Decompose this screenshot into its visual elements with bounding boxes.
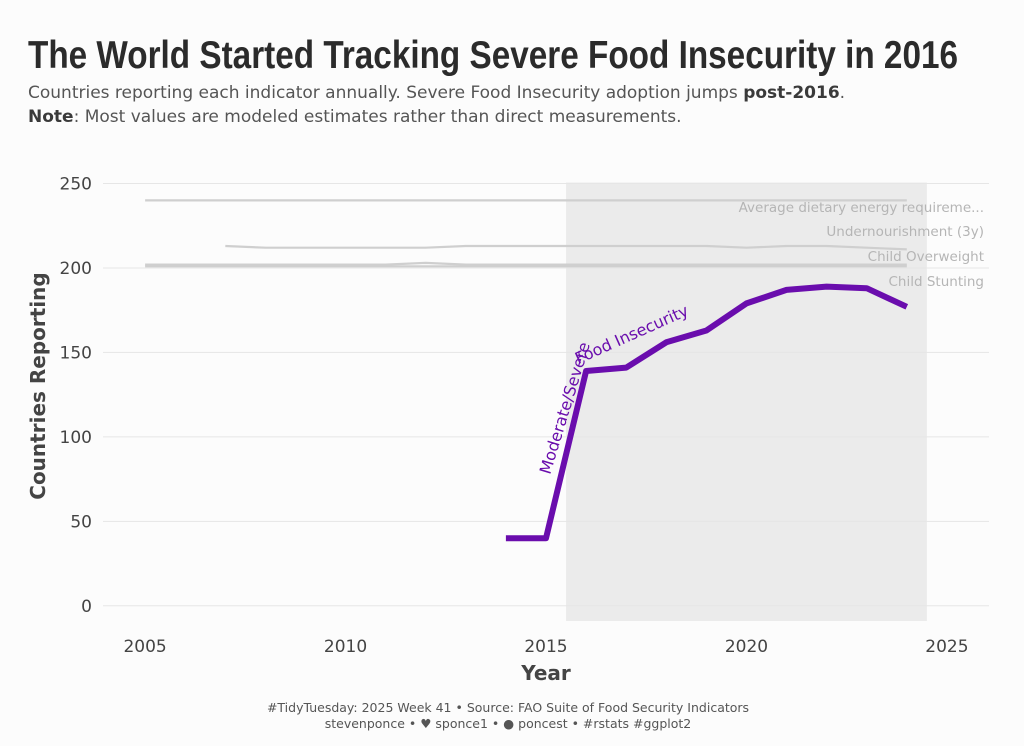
y-axis-title: Countries Reporting <box>26 272 50 499</box>
subtitle-note-text: : Most values are modeled estimates rath… <box>74 107 682 127</box>
series-label-reference-1: Undernourishment (3y) <box>826 224 984 240</box>
chart-title: The World Started Tracking Severe Food I… <box>28 34 958 77</box>
x-axis-title: Year <box>520 661 571 685</box>
x-tick-label-2005: 2005 <box>123 637 166 657</box>
shaded-period <box>566 182 927 621</box>
chart-subtitle-line1: Countries reporting each indicator annua… <box>28 83 845 103</box>
gridlines <box>103 183 989 607</box>
series-label-reference-0: Average dietary energy requireme... <box>739 200 984 216</box>
series-line-reference-2 <box>225 244 907 251</box>
x-tick-label-2015: 2015 <box>524 637 567 657</box>
y-tick-label-50: 50 <box>70 512 92 532</box>
y-tick-label-100: 100 <box>60 428 92 448</box>
x-tick-label-2010: 2010 <box>324 637 367 657</box>
caption-line1: #TidyTuesday: 2025 Week 41 • Source: FAO… <box>267 700 749 715</box>
x-tick-labels: 2005 2010 2015 2020 2025 <box>123 637 968 657</box>
x-tick-label-2025: 2025 <box>925 637 968 657</box>
series-label-reference-3: Child Stunting <box>889 274 985 290</box>
y-tick-label-0: 0 <box>81 597 92 617</box>
y-tick-label-250: 250 <box>60 175 92 195</box>
series-line-reference-3 <box>145 261 907 266</box>
highlight-series-layer <box>505 283 909 542</box>
chart-subtitle-line2: Note: Most values are modeled estimates … <box>28 107 682 127</box>
series-label-reference-2: Child Overweight <box>868 249 984 265</box>
caption-line2: stevenponce • ♥ sponce1 • ● poncest • #r… <box>325 716 692 731</box>
subtitle-line1-text: Countries reporting each indicator annua… <box>28 83 743 103</box>
y-tick-label-150: 150 <box>60 343 92 363</box>
series-line-highlight <box>505 283 909 542</box>
subtitle-line1-end: . <box>840 83 845 103</box>
subtitle-note-label: Note <box>28 107 74 127</box>
subtitle-line1-bold: post-2016 <box>743 83 839 103</box>
x-tick-label-2020: 2020 <box>725 637 768 657</box>
reference-series-layer <box>145 199 907 268</box>
shaded-period-layer <box>566 182 927 621</box>
y-tick-label-200: 200 <box>60 259 92 279</box>
y-tick-labels: 0 50 100 150 200 250 <box>60 175 92 617</box>
